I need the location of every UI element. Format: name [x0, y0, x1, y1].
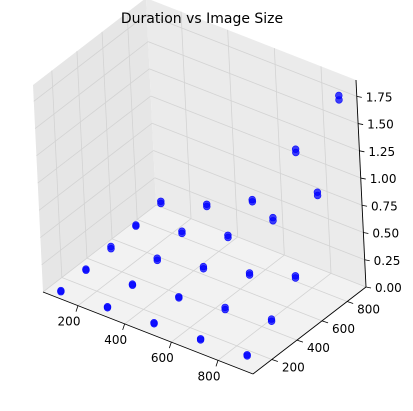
x-tick-mark — [122, 323, 126, 331]
y-tick-mark — [296, 339, 304, 343]
grid-line-z-left — [41, 177, 155, 266]
x-tick-mark — [168, 341, 172, 349]
z-tick-label: 0.75 — [371, 199, 398, 213]
z-tick-mark — [358, 123, 364, 125]
z-tick-mark — [356, 95, 362, 98]
grid-line-x-wall — [180, 11, 192, 219]
data-point — [248, 195, 256, 204]
chart-title: Duration vs Image Size — [121, 11, 283, 27]
y-tick-label: 200 — [282, 361, 305, 375]
grid-line-x-wall — [320, 66, 332, 274]
grid-line-z-left — [34, 41, 149, 129]
grid-line-z-back — [153, 150, 364, 233]
data-point — [82, 265, 90, 273]
grid-line-z-left — [40, 150, 154, 238]
z-axis-line — [355, 79, 367, 288]
data-point — [291, 272, 300, 280]
grid-line-z-back — [151, 122, 363, 206]
data-point — [221, 303, 229, 312]
grid-line-z-back — [147, 41, 359, 124]
data-point — [267, 315, 276, 323]
data-point — [313, 188, 322, 196]
z-tick-label: 1.00 — [370, 172, 397, 186]
y-tick-label: 800 — [357, 303, 380, 317]
z-tick-mark — [364, 259, 370, 262]
grid-line-z-left — [37, 95, 151, 184]
data-point — [245, 269, 254, 277]
grid-line-z-left — [36, 68, 150, 157]
data-point — [224, 231, 232, 240]
grid-line-y-floor — [61, 277, 272, 360]
data-point — [203, 200, 211, 209]
data-point — [196, 335, 205, 343]
grid-line-z-back — [149, 68, 360, 152]
z-tick-mark — [363, 232, 369, 234]
data-point — [103, 303, 112, 311]
grid-line-y-wall — [126, 12, 138, 220]
x-tick-label: 800 — [198, 369, 221, 383]
grid-line-y-wall — [101, 31, 113, 239]
left-wall-pane — [33, 0, 156, 292]
grid-line-z-left — [33, 14, 148, 102]
grid-line-z-back — [150, 95, 361, 179]
grid-lines — [33, 11, 367, 361]
y-tick-mark — [271, 359, 278, 362]
grid-line-y-floor — [137, 219, 348, 302]
z-tick-mark — [365, 286, 372, 289]
z-tick-label: 0.00 — [375, 281, 402, 295]
y-tick-label: 600 — [332, 322, 355, 336]
grid-line-y-wall — [51, 70, 63, 278]
z-tick-label: 1.50 — [367, 118, 394, 132]
z-tick-mark — [361, 204, 368, 207]
back-wall-pane — [146, 0, 366, 287]
data-point — [132, 221, 140, 229]
grid-line-y-wall — [76, 51, 88, 259]
tick-labels: 2004006008002004006008000.000.250.500.75… — [58, 90, 402, 383]
axis-panes — [33, 0, 366, 374]
data-point — [178, 227, 186, 235]
grid-line-z-back — [146, 13, 357, 97]
grid-line-z-back — [154, 177, 365, 261]
data-point — [107, 242, 115, 251]
y-tick-mark — [321, 320, 329, 324]
y-tick-mark — [347, 301, 354, 304]
grid-line-z-back — [155, 204, 367, 288]
x-tick-label: 600 — [151, 351, 174, 365]
floor-pane — [43, 205, 366, 374]
x-tick-label: 200 — [58, 315, 81, 329]
z-tick-label: 1.25 — [368, 145, 395, 159]
grid-line-z-left — [38, 122, 153, 211]
z-tick-label: 0.50 — [372, 227, 399, 241]
data-point — [157, 197, 165, 206]
data-point — [335, 91, 343, 100]
data-point — [150, 319, 158, 327]
grid-line-y-floor — [111, 238, 323, 322]
data-point — [269, 213, 277, 222]
grid-line-z-left — [42, 204, 157, 293]
x-tick-label: 400 — [104, 333, 127, 347]
data-point — [243, 351, 251, 359]
z-tick-mark — [359, 150, 365, 153]
z-tick-mark — [360, 177, 366, 180]
x-tick-mark — [75, 305, 79, 312]
grid-line-y-floor — [86, 257, 298, 341]
data-point — [128, 280, 137, 288]
x-tick-mark — [215, 360, 219, 367]
data-point — [153, 254, 161, 262]
z-tick-label: 0.25 — [374, 254, 401, 268]
data-point — [57, 286, 65, 295]
y-tick-label: 400 — [307, 341, 330, 355]
data-points — [57, 91, 343, 360]
grid-line-x-wall — [227, 29, 239, 237]
grid-line-x-wall — [273, 48, 285, 256]
z-tick-label: 1.75 — [366, 90, 393, 104]
data-point — [291, 145, 300, 153]
data-point — [199, 262, 208, 271]
data-point — [175, 293, 183, 301]
